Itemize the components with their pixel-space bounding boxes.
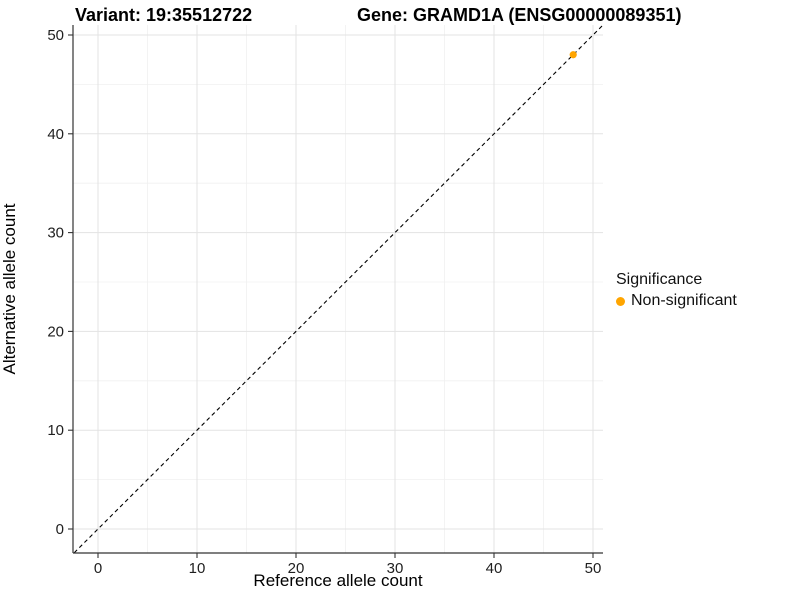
legend: Significance Non-significant	[616, 271, 737, 310]
y-tick-label: 10	[47, 422, 64, 439]
legend-title: Significance	[616, 271, 703, 288]
y-axis-title: Alternative allele count	[0, 203, 19, 375]
legend-items: Non-significant	[616, 292, 737, 310]
plot-title-gene: Gene: GRAMD1A (ENSG00000089351)	[357, 5, 682, 25]
y-tick-label: 0	[56, 521, 64, 538]
x-tick-label: 0	[94, 560, 102, 577]
y-tick-label: 50	[47, 27, 64, 44]
x-tick-label: 20	[288, 560, 305, 577]
x-axis-title: Reference allele count	[253, 571, 423, 590]
y-tick-label: 30	[47, 225, 64, 242]
x-tick-label: 50	[585, 560, 602, 577]
legend-item-label: Non-significant	[631, 292, 737, 309]
identity-line	[73, 24, 604, 554]
x-tick-label: 30	[387, 560, 404, 577]
y-tick-label: 20	[47, 323, 64, 340]
legend-item: Non-significant	[616, 292, 737, 310]
data-point	[569, 51, 577, 59]
y-tick-label: 40	[47, 126, 64, 143]
plot-title-variant: Variant: 19:35512722	[75, 5, 253, 25]
legend-point-icon	[616, 296, 625, 306]
x-tick-label: 10	[189, 560, 206, 577]
x-tick-label: 40	[486, 560, 503, 577]
